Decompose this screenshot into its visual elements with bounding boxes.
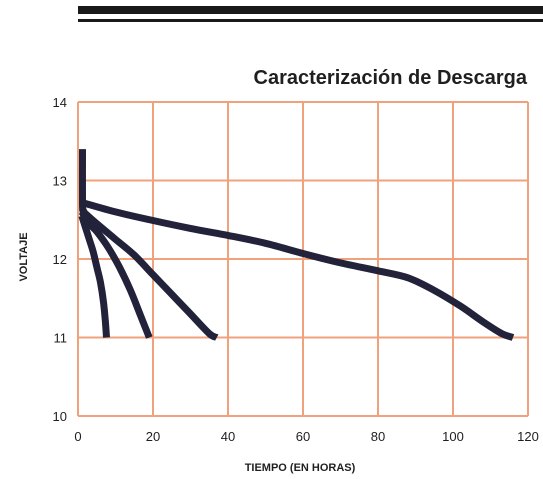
x-tick-label-5: 100 — [442, 429, 464, 444]
chart-title: Caracterización de Descarga — [254, 67, 528, 89]
discharge-curve-4 — [79, 207, 219, 341]
header-thick-rule — [78, 6, 543, 14]
x-tick-label-1: 20 — [146, 429, 160, 444]
discharge-curve-3 — [78, 210, 153, 339]
x-tick-label-2: 40 — [221, 429, 235, 444]
header-rules — [78, 0, 543, 28]
y-tick-label-2: 12 — [53, 252, 67, 267]
x-tick-labels: 0 20 40 60 80 100 120 — [74, 429, 538, 444]
x-axis-label: TIEMPO (EN HORAS) — [245, 462, 356, 474]
x-tick-label-0: 0 — [74, 429, 81, 444]
chart-series — [78, 149, 515, 341]
y-tick-label-4: 14 — [53, 95, 67, 110]
chart-grid — [77, 101, 529, 417]
x-tick-label-4: 80 — [371, 429, 385, 444]
y-tick-label-0: 10 — [53, 409, 67, 424]
y-tick-label-1: 11 — [54, 331, 68, 346]
y-axis-label: VOLTAJE — [18, 232, 30, 281]
discharge-curve-5 — [80, 199, 515, 341]
y-tick-labels: 10 11 12 13 14 — [53, 95, 67, 424]
x-tick-label-3: 60 — [296, 429, 310, 444]
discharge-curve-2 — [78, 214, 110, 338]
y-tick-label-3: 13 — [53, 174, 67, 189]
header-thin-rule — [78, 19, 543, 22]
x-tick-label-6: 120 — [517, 429, 539, 444]
